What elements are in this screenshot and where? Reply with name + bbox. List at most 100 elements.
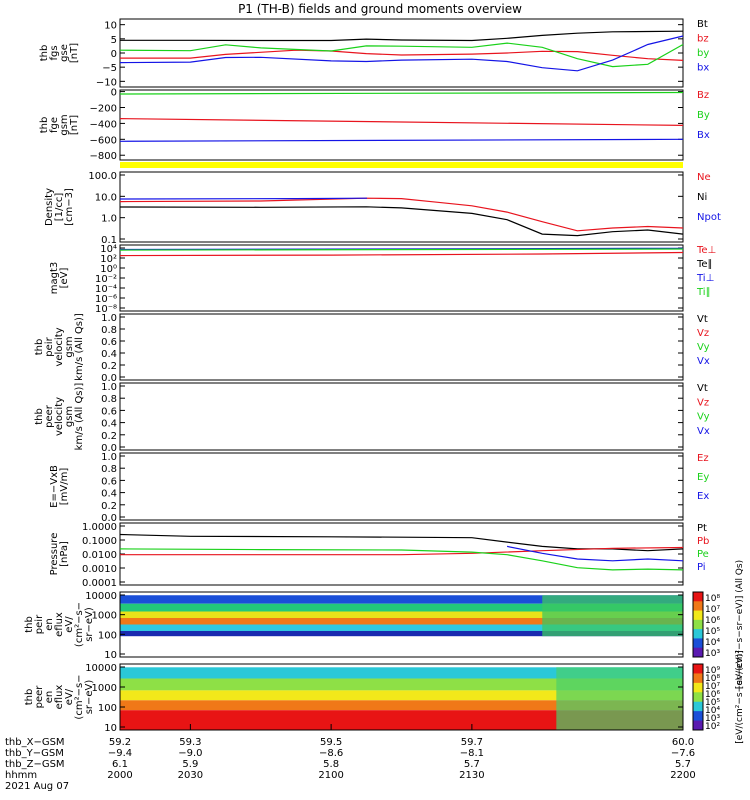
series-Ti⊥ bbox=[119, 247, 684, 251]
y-axis-label-line: gsm bbox=[64, 406, 75, 427]
x-row-label: hhmm bbox=[5, 770, 37, 781]
y-axis-label-line: velocity bbox=[54, 397, 65, 436]
panel-peir-spectrogram: 10000 1000 100 10 thbpeirenefluxeV/(cm²−s−sr… bbox=[24, 560, 745, 689]
legend-Ey: Ey bbox=[697, 472, 709, 483]
colorbar-segment bbox=[693, 610, 703, 621]
colorbar-tick: 10⁴ bbox=[705, 706, 720, 716]
series-Pi bbox=[506, 545, 684, 562]
status-bar bbox=[120, 162, 683, 168]
legend-Vx: Vx bbox=[697, 356, 710, 367]
spectrogram-band bbox=[120, 690, 683, 701]
y-tick-label: 10⁻⁴ bbox=[95, 284, 117, 295]
legend-Pb: Pb bbox=[697, 536, 709, 547]
series-Bt bbox=[120, 30, 684, 42]
legend-Vz: Vz bbox=[697, 328, 709, 339]
series-Ne bbox=[119, 197, 684, 232]
series-By bbox=[119, 91, 684, 95]
y-tick-label: −200 bbox=[90, 104, 117, 115]
legend-Vz: Vz bbox=[697, 397, 709, 408]
y-axis-label-line: peer bbox=[44, 404, 55, 428]
colorbar-tick: 10⁶ bbox=[705, 690, 720, 700]
spectrogram-band bbox=[120, 611, 683, 618]
y-tick-label: 10.0 bbox=[95, 192, 117, 203]
legend-Te∥: Te∥ bbox=[696, 259, 713, 270]
colorbar-segment bbox=[693, 592, 703, 602]
legend-Ne: Ne bbox=[697, 172, 711, 183]
x-row-label: thb_Z−GSM bbox=[5, 759, 65, 770]
y-axis-label-line: [mV/m] bbox=[59, 468, 70, 506]
y-axis-label: thbfgegsm[nT] bbox=[39, 114, 80, 135]
panel-frame bbox=[119, 89, 684, 161]
colorbar-tick: 10⁷ bbox=[705, 605, 720, 615]
y-tick-label: 1.0000 bbox=[82, 522, 117, 533]
colorbar-segment bbox=[693, 711, 703, 722]
series-Pb bbox=[120, 546, 684, 556]
colorbar-tick: 10⁹ bbox=[705, 666, 720, 676]
legend-Bx: Bx bbox=[697, 130, 710, 141]
colorbar-segment bbox=[693, 720, 703, 731]
y-axis-label-line: gsm bbox=[64, 336, 75, 357]
colorbar-segment bbox=[693, 638, 703, 649]
y-tick-label: 0.4 bbox=[101, 419, 117, 430]
series-by bbox=[119, 42, 684, 68]
spectrogram-band bbox=[120, 603, 683, 612]
y-tick-label: 10⁻² bbox=[95, 274, 117, 285]
y-axis-label-line: Density bbox=[44, 188, 55, 226]
panel-frame bbox=[119, 18, 684, 88]
x-tick-label: 59.2 bbox=[109, 737, 131, 748]
y-tick-label: 0.0100 bbox=[82, 550, 117, 561]
y-tick-label: 1.0 bbox=[101, 382, 117, 393]
y-axis-label-line: thb bbox=[24, 616, 35, 633]
series-Bz bbox=[119, 118, 684, 126]
y-axis-label: Density[1/cc][cm−3] bbox=[44, 188, 75, 226]
series-Pe bbox=[119, 548, 684, 571]
x-tick-label: 5.8 bbox=[323, 759, 339, 770]
colorbar-segment bbox=[693, 619, 703, 630]
legend-By: By bbox=[697, 110, 710, 121]
y-tick-label: 0.0 bbox=[101, 373, 117, 384]
spectrogram-late bbox=[556, 667, 683, 730]
colorbar-tick: 10³ bbox=[705, 714, 720, 724]
series-Ni bbox=[119, 206, 684, 237]
legend-Vt: Vt bbox=[697, 314, 708, 325]
colorbar-segment bbox=[693, 701, 703, 712]
y-tick-label: 10000 bbox=[85, 591, 117, 602]
legend-Vy: Vy bbox=[697, 412, 710, 423]
colorbar-frame bbox=[692, 591, 704, 658]
legend-Vy: Vy bbox=[697, 342, 710, 353]
colorbar-segment bbox=[693, 673, 703, 684]
y-axis-label-line: (cm²−s− bbox=[74, 674, 85, 719]
x-row-label: thb_Y−GSM bbox=[5, 748, 64, 759]
colorbar-tick: 10⁴ bbox=[705, 638, 720, 648]
legend-Ti∥: Ti∥ bbox=[696, 287, 711, 298]
y-axis-label: thbpeervelocitygsmkm/s (All Qs)] bbox=[34, 383, 85, 451]
colorbar-tick: 10³ bbox=[705, 649, 720, 659]
colorbar-segment bbox=[693, 682, 703, 693]
panel-frame bbox=[119, 313, 684, 381]
y-axis-label-line: gsm bbox=[59, 114, 70, 135]
y-axis-label-line: eflux bbox=[54, 685, 65, 710]
colorbar-segment bbox=[693, 692, 703, 703]
y-tick-label: 0.4 bbox=[101, 489, 117, 500]
spectrogram-band bbox=[120, 667, 683, 679]
colorbar-segment bbox=[693, 601, 703, 612]
spectrogram-late bbox=[542, 595, 683, 637]
panel-frame bbox=[119, 663, 684, 731]
y-axis-label-line: peer bbox=[34, 685, 45, 709]
spectrogram-band bbox=[120, 631, 683, 637]
y-tick-label: 5 bbox=[111, 35, 117, 46]
y-tick-label: 1000 bbox=[92, 611, 117, 622]
y-tick-label: 0.0001 bbox=[82, 578, 117, 589]
x-tick-label: 2100 bbox=[318, 770, 343, 781]
legend-Npot: Npot bbox=[697, 212, 721, 223]
y-axis-label-line: thb bbox=[39, 117, 50, 134]
x-tick-label: 2030 bbox=[178, 770, 203, 781]
y-axis-label-line: [nT] bbox=[69, 43, 80, 63]
x-tick-label: −8.1 bbox=[460, 748, 484, 759]
colorbar-tick: 10⁶ bbox=[705, 616, 720, 626]
x-row-label: thb_X−GSM bbox=[5, 737, 65, 748]
y-axis-label: E=−VxB[mV/m] bbox=[49, 465, 70, 508]
